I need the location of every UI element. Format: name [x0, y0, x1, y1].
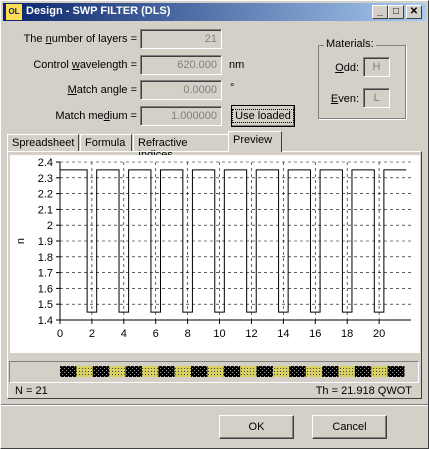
- window-title: Design - SWP FILTER (DLS): [26, 5, 171, 17]
- x-tick-label: 8: [185, 328, 191, 340]
- x-tick-label: 6: [153, 328, 159, 340]
- y-tick-label: 2: [47, 220, 53, 232]
- layer-stack-panel: [9, 361, 419, 383]
- layer-hatch: [223, 366, 241, 377]
- ok-button[interactable]: OK: [219, 415, 294, 439]
- index-profile-line: [60, 169, 407, 313]
- x-tick-label: 18: [341, 328, 353, 340]
- preview-panel: [7, 151, 422, 399]
- layer-hatch: [191, 366, 208, 377]
- x-tick-label: 0: [57, 328, 63, 340]
- layers-field[interactable]: 21: [140, 29, 222, 49]
- bottom-separator: [1, 404, 428, 406]
- layer-hatch: [354, 366, 372, 377]
- y-tick-label: 1.4: [38, 315, 53, 327]
- wavelength-unit: nm: [229, 59, 245, 71]
- x-tick-label: 2: [89, 328, 95, 340]
- layer-count-text: N = 21: [15, 385, 48, 397]
- materials-title: Materials:: [324, 38, 376, 50]
- use-loaded-button[interactable]: Use loaded: [231, 105, 295, 127]
- tab-preview[interactable]: Preview: [228, 131, 282, 152]
- layer-hatch: [240, 366, 258, 377]
- y-tick-label: 1.6: [38, 283, 53, 295]
- layer-hatch: [158, 366, 176, 377]
- layer-hatch: [338, 366, 356, 377]
- angle-label: Match angle =: [67, 84, 137, 96]
- layer-stack-bar: [60, 366, 405, 377]
- minimize-button[interactable]: _: [372, 5, 388, 19]
- y-tick-label: 2.4: [38, 157, 53, 169]
- x-tick-label: 16: [309, 328, 321, 340]
- y-axis-label: n: [15, 238, 27, 244]
- y-tick-label: 1.7: [38, 268, 53, 280]
- layer-hatch: [322, 366, 339, 377]
- materials-group: [318, 45, 406, 119]
- refractive-index-chart: 1.4 1.5 1.6 1.7 1.8 1.9 2 2.1 2.2 2.3 2.4 0 2 4 6 8 10 12…: [15, 157, 411, 340]
- layers-label: The number of layers =: [23, 33, 137, 45]
- y-tick-label: 1.8: [38, 252, 53, 264]
- layer-hatch: [60, 366, 77, 377]
- medium-label: Match medium =: [55, 110, 137, 122]
- even-label: Even:: [330, 93, 359, 105]
- layer-hatch: [256, 366, 274, 377]
- thickness-text: Th = 21.918 QWOT: [315, 385, 412, 397]
- layer-hatch: [76, 366, 94, 377]
- layer-hatch: [305, 366, 323, 377]
- app-icon: OL: [6, 4, 22, 20]
- layer-hatch: [272, 366, 290, 377]
- layer-hatch: [109, 366, 127, 377]
- wavelength-label: Control wavelength =: [33, 59, 137, 71]
- odd-material-field[interactable]: H: [363, 57, 390, 77]
- layer-hatch: [92, 366, 110, 377]
- angle-field[interactable]: 0.0000: [140, 80, 222, 100]
- title-bar[interactable]: OL Design - SWP FILTER (DLS) _ □ ✕: [3, 3, 426, 21]
- x-tick-label: 12: [245, 328, 257, 340]
- layer-hatch: [141, 366, 159, 377]
- y-tick-label: 1.9: [38, 236, 53, 248]
- layer-hatch: [125, 366, 143, 377]
- tab-refractive-indices[interactable]: Refractive Indices: [133, 134, 229, 161]
- chart-area: 1.4 1.5 1.6 1.7 1.8 1.9 2 2.1 2.2 2.3 2.4 0 2 4 6 8 10 12…: [10, 155, 420, 353]
- wavelength-field[interactable]: 620.000: [140, 55, 222, 75]
- close-button[interactable]: ✕: [406, 5, 422, 19]
- layer-hatch: [207, 366, 225, 377]
- medium-field[interactable]: 1.000000: [140, 106, 222, 126]
- tab-formula[interactable]: Formula: [80, 134, 132, 151]
- cancel-button[interactable]: Cancel: [312, 415, 387, 439]
- x-tick-label: 4: [121, 328, 127, 340]
- angle-unit: °: [230, 82, 235, 94]
- x-tick-label: 20: [373, 328, 385, 340]
- even-material-field[interactable]: L: [363, 88, 390, 108]
- tab-spreadsheet[interactable]: Spreadsheet: [7, 134, 79, 151]
- x-tick-label: 10: [213, 328, 225, 340]
- odd-label: Odd:: [335, 62, 359, 74]
- maximize-button[interactable]: □: [388, 5, 404, 19]
- layer-hatch: [387, 366, 405, 377]
- y-tick-label: 2.3: [38, 173, 53, 185]
- layer-hatch: [174, 366, 192, 377]
- y-tick-label: 1.5: [38, 299, 53, 311]
- y-tick-label: 2.2: [38, 189, 53, 201]
- y-tick-label: 2.1: [38, 204, 53, 216]
- x-tick-label: 14: [277, 328, 289, 340]
- layer-hatch: [289, 366, 307, 377]
- layer-hatch: [371, 366, 389, 377]
